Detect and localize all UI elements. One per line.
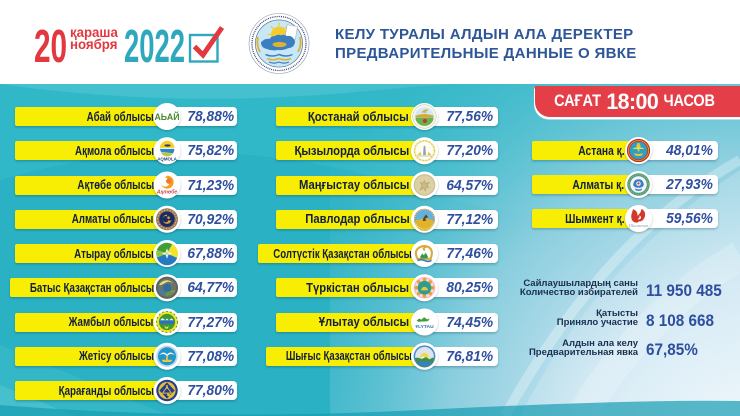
svg-text:ҰLYTAU: ҰLYTAU (415, 324, 434, 330)
svg-text:Ақтөбе: Ақтөбе (156, 188, 178, 195)
svg-text:Шымкент: Шымкент (628, 223, 649, 228)
svg-text:АЬАЙ: АЬАЙ (154, 111, 179, 122)
svg-text:AQMOLA: AQMOLA (157, 156, 177, 161)
